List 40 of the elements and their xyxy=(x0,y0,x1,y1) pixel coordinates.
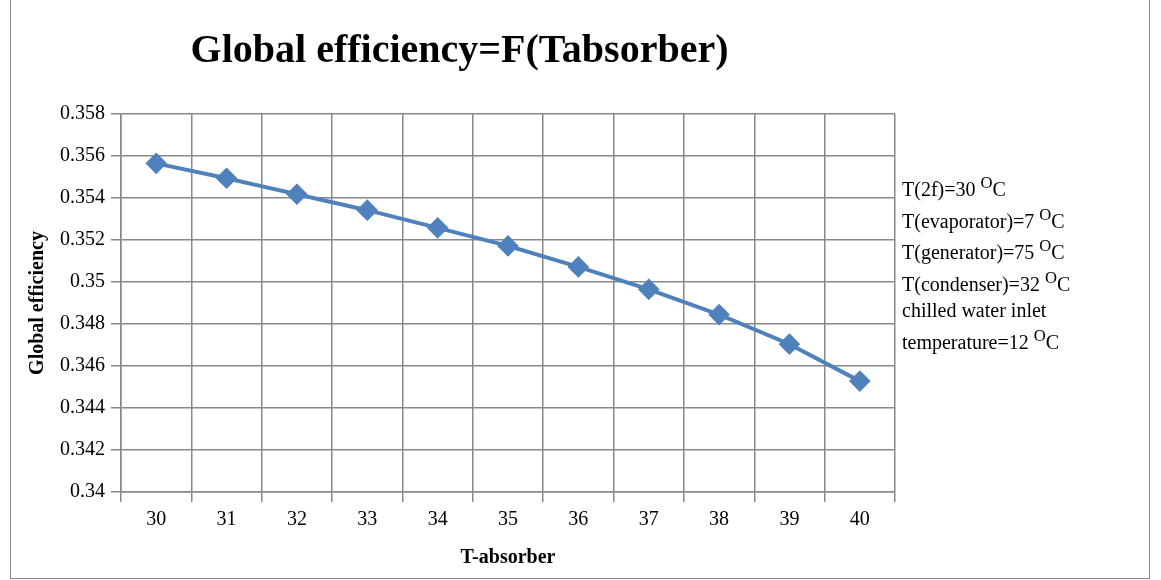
y-tick-label: 0.34 xyxy=(70,479,105,502)
y-tick-label: 0.358 xyxy=(60,101,105,124)
point xyxy=(709,304,730,325)
x-tick-label: 32 xyxy=(286,507,307,530)
x-tick-label: 34 xyxy=(427,507,448,530)
x-axis-title: T-absorber xyxy=(460,545,556,568)
y-tick-label: 0.352 xyxy=(60,227,105,250)
y-tick-label: 0.35 xyxy=(70,269,105,292)
x-tick-label: 35 xyxy=(498,507,518,530)
point xyxy=(357,200,378,221)
text: chilled water inlet temperature=12 $^{O}$C xyxy=(902,297,1061,355)
x-tick-label: 40 xyxy=(849,507,870,530)
x-tick-label: 39 xyxy=(779,507,800,530)
x-tick-label: 31 xyxy=(216,507,237,530)
text: T(2f)=30 $^{O}$C xyxy=(902,172,1007,202)
chart-title: Global efficiency=F(Tabsorber) xyxy=(190,26,729,72)
x-tick-label: 30 xyxy=(146,507,167,530)
text: T(condenser)=32 $^{O}$C xyxy=(902,266,1072,297)
point xyxy=(286,184,307,205)
y-tick-label: 0.354 xyxy=(60,185,105,208)
y-tick-label: 0.346 xyxy=(60,353,105,376)
y-tick-label: 0.348 xyxy=(60,311,105,334)
x-tick-label: 37 xyxy=(638,507,659,530)
x-tick-label: 36 xyxy=(568,507,589,530)
y-tick-label: 0.342 xyxy=(60,437,105,460)
y-axis-title: Global efficiency xyxy=(25,231,49,375)
y-tick-label: 0.356 xyxy=(60,143,105,166)
point xyxy=(427,217,448,238)
point xyxy=(849,371,870,392)
point xyxy=(498,235,518,256)
point xyxy=(779,334,800,355)
point xyxy=(568,256,589,277)
y-tick-label: 0.344 xyxy=(60,395,105,418)
x-tick-label: 38 xyxy=(709,507,730,530)
text: T(generator)=75 $^{O}$C xyxy=(902,235,1066,265)
x-tick-label: 33 xyxy=(357,507,378,530)
point xyxy=(146,153,167,174)
point xyxy=(216,168,237,189)
point xyxy=(638,279,659,300)
text: T(evaporator)=7 $^{O}$C xyxy=(902,203,1066,234)
